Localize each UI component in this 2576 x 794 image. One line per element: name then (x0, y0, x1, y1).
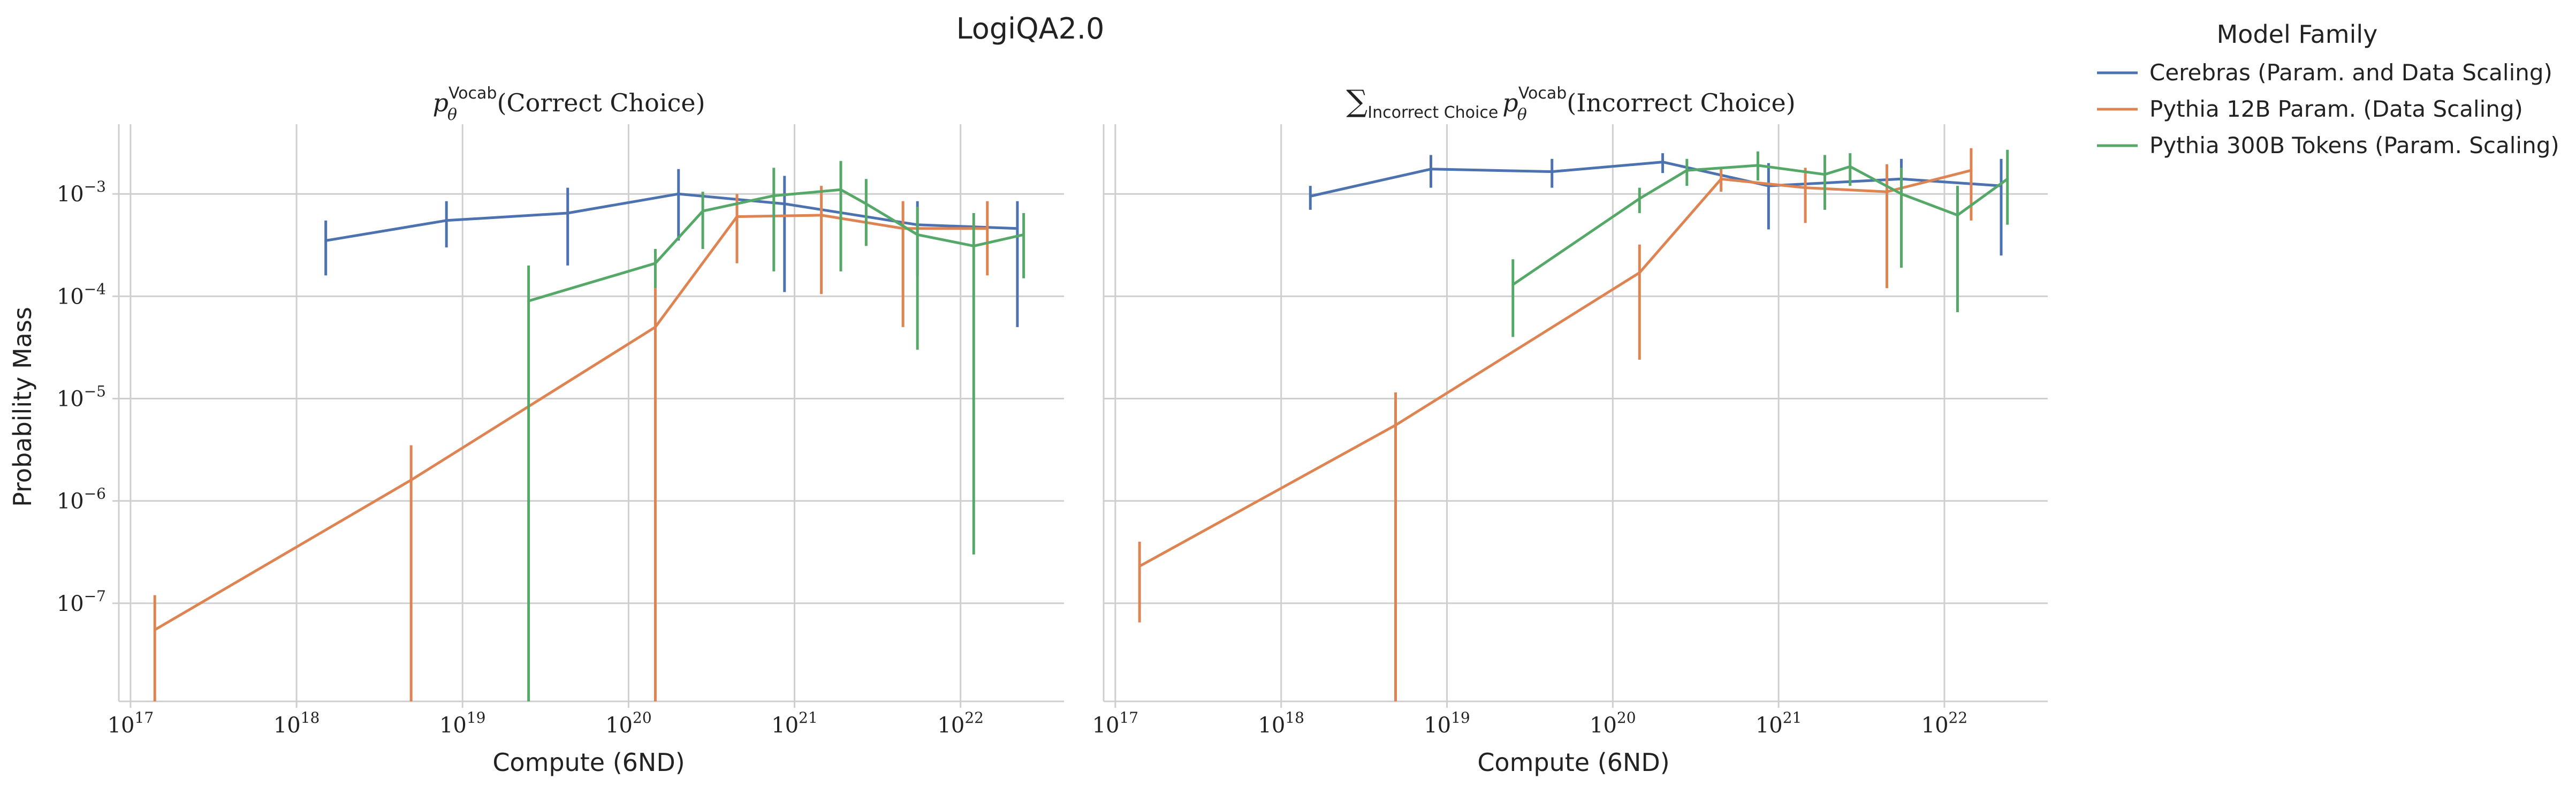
y-axis-label: Probability Mass (8, 307, 37, 507)
data-point (783, 202, 786, 206)
x-tick-label: 1017 (1092, 709, 1139, 738)
data-point (409, 479, 413, 482)
data-point (1429, 168, 1432, 171)
data-point (820, 214, 823, 217)
x-tick-label: 1017 (108, 709, 154, 738)
x-tick-label: 1020 (1590, 709, 1636, 738)
left-panel-series (153, 161, 1025, 701)
right-panel: 1017 1018 1019 1020 1021 1022 ∑Incorrect Choi… (1092, 84, 2048, 777)
data-point (1804, 186, 1807, 190)
data-point (1551, 170, 1554, 173)
x-tick-label: 1019 (1424, 709, 1470, 738)
x-tick-label: 1018 (273, 709, 320, 738)
y-tick-label: 10−5 (57, 382, 106, 411)
data-point (1685, 169, 1689, 172)
data-point (677, 192, 680, 195)
left-panel-grid (119, 124, 1064, 701)
data-point (701, 209, 704, 213)
x-tick-label: 1018 (1258, 709, 1304, 738)
data-point (1138, 565, 1141, 568)
right-panel-grid (1104, 124, 2048, 701)
data-point (1638, 197, 1641, 200)
data-point (1511, 283, 1515, 286)
series-pythia-12b-param-data-scaling (1138, 148, 1973, 701)
data-point (566, 211, 569, 215)
data-point (1849, 165, 1852, 168)
x-tick-label: 1021 (1756, 709, 1802, 738)
right-panel-axes (1103, 124, 2048, 702)
legend: Model Family Cerebras (Param. and Data S… (2097, 20, 2559, 158)
data-point (735, 215, 739, 218)
series-line (154, 214, 987, 631)
data-point (1956, 214, 1959, 217)
data-point (654, 326, 657, 329)
data-point (1970, 169, 1973, 172)
y-tick-label: 10−7 (57, 587, 106, 616)
x-tick-label: 1021 (771, 709, 818, 738)
data-point (654, 262, 657, 265)
legend-entry-label: Cerebras (Param. and Data Scaling) (2149, 59, 2552, 86)
data-point (2006, 177, 2009, 180)
series-pythia-12b-param-data-scaling (153, 186, 989, 701)
data-point (972, 244, 975, 247)
data-point (1309, 194, 1312, 198)
left-panel-ticks: 1017 1018 1019 1020 1021 1022 10−7 10−6 10−5 10−4… (57, 178, 984, 738)
right-panel-series (1138, 148, 2009, 701)
data-point (1022, 233, 1025, 236)
x-tick-label: 1022 (937, 709, 984, 738)
data-point (1899, 192, 1903, 195)
legend-entry-label: Pythia 12B Param. (Data Scaling) (2149, 96, 2523, 122)
y-tick-label: 10−4 (57, 280, 106, 309)
data-point (1885, 190, 1888, 193)
left-panel-title: pθVocab(Correct Choice) (432, 84, 705, 124)
x-tick-label: 1022 (1921, 709, 1968, 738)
legend-title: Model Family (2217, 20, 2378, 49)
x-tick-label: 1019 (439, 709, 486, 738)
right-panel-ticks: 1017 1018 1019 1020 1021 1022 (1092, 701, 1968, 738)
data-point (916, 233, 919, 236)
data-point (839, 188, 842, 191)
series-pythia-300b-tokens-param-scaling (527, 161, 1025, 701)
data-point (864, 202, 868, 206)
legend-entry-label: Pythia 300B Tokens (Param. Scaling) (2149, 132, 2559, 158)
data-point (1756, 164, 1759, 167)
data-point (1016, 227, 1019, 230)
data-point (445, 219, 448, 222)
figure-title: LogiQA2.0 (956, 12, 1105, 46)
data-point (324, 239, 328, 242)
right-panel-xlabel: Compute (6ND) (1477, 748, 1669, 777)
data-point (153, 628, 156, 631)
data-point (1720, 177, 1723, 180)
series-pythia-300b-tokens-param-scaling (1511, 149, 2009, 337)
series-cerebras-param-and-data-scaling (1309, 153, 2003, 256)
right-panel-title: ∑Incorrect Choice pθVocab(Incorrect Choic… (1346, 84, 1795, 124)
data-point (1823, 173, 1826, 176)
data-point (1638, 271, 1641, 274)
data-point (772, 194, 776, 198)
x-tick-label: 1020 (605, 709, 652, 738)
left-panel: 1017 1018 1019 1020 1021 1022 10−7 10−6 10−5 10−4… (57, 84, 1064, 777)
data-point (1394, 424, 1397, 427)
data-point (986, 227, 989, 230)
data-point (527, 299, 530, 303)
left-panel-axes (118, 124, 1064, 702)
series-line (1138, 169, 1972, 568)
y-tick-label: 10−3 (57, 178, 106, 207)
y-tick-label: 10−6 (57, 485, 106, 514)
left-panel-xlabel: Compute (6ND) (492, 748, 685, 777)
data-point (1661, 161, 1665, 164)
